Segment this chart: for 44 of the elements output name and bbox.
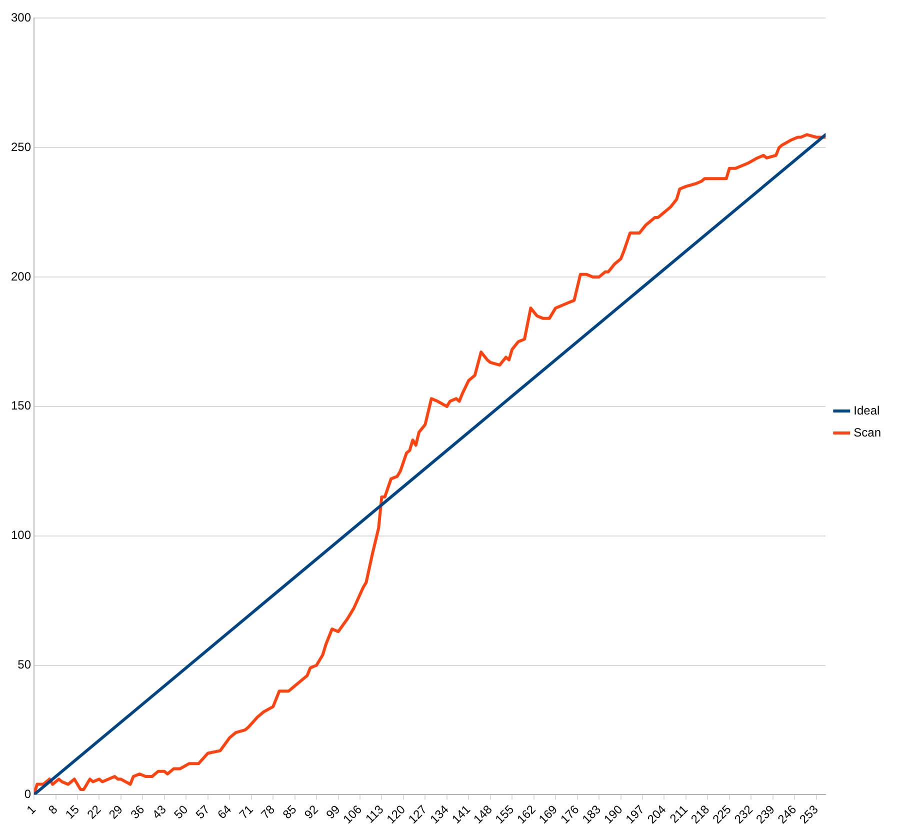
x-tick-label: 211 [666, 802, 691, 826]
x-tick-label: 99 [323, 802, 343, 822]
x-tick-label: 253 [796, 802, 822, 826]
x-tick-label: 92 [302, 802, 322, 822]
x-tick-label: 43 [150, 802, 170, 822]
x-tick-label: 64 [214, 802, 234, 822]
x-tick-label: 197 [622, 802, 648, 826]
y-tick-label: 250 [10, 140, 32, 154]
x-tick-label: 204 [644, 802, 669, 826]
x-tick-label: 155 [492, 802, 517, 826]
x-tick-label: 8 [46, 802, 60, 817]
y-tick-label: 50 [18, 658, 32, 672]
x-tick-label: 120 [384, 802, 408, 826]
x-tick-label: 36 [128, 802, 148, 822]
x-tick-label: 22 [84, 802, 104, 822]
y-tick-label: 0 [24, 786, 32, 801]
x-tick-label: 225 [710, 802, 734, 826]
x-tick-label: 246 [775, 802, 800, 826]
x-tick-label: 218 [688, 802, 712, 826]
x-tick-label: 78 [258, 802, 278, 822]
y-tick-label: 200 [10, 269, 32, 284]
x-tick-label: 57 [192, 802, 213, 822]
x-tick-label: 113 [362, 802, 386, 826]
x-tick-label: 183 [579, 802, 604, 826]
x-tick-label: 1 [24, 802, 39, 817]
y-tick-label: 100 [10, 528, 32, 542]
legend-label: Scan [854, 425, 882, 440]
x-tick-label: 127 [406, 802, 430, 826]
x-tick-label: 106 [340, 802, 365, 826]
x-tick-label: 71 [236, 802, 256, 822]
y-tick-label: 300 [10, 10, 32, 25]
x-tick-label: 232 [732, 802, 756, 826]
x-tick-label: 15 [62, 802, 82, 822]
x-tick-label: 134 [427, 802, 452, 826]
x-tick-label: 190 [601, 802, 626, 826]
legend-label: Ideal [854, 403, 880, 418]
y-tick-label: 150 [10, 398, 32, 413]
x-tick-label: 50 [171, 802, 191, 822]
x-tick-label: 176 [558, 802, 582, 826]
x-tick-label: 29 [106, 802, 126, 822]
x-tick-label: 85 [280, 802, 300, 822]
x-tick-label: 141 [449, 802, 474, 826]
x-tick-label: 148 [470, 802, 496, 826]
x-tick-label: 239 [753, 802, 778, 826]
